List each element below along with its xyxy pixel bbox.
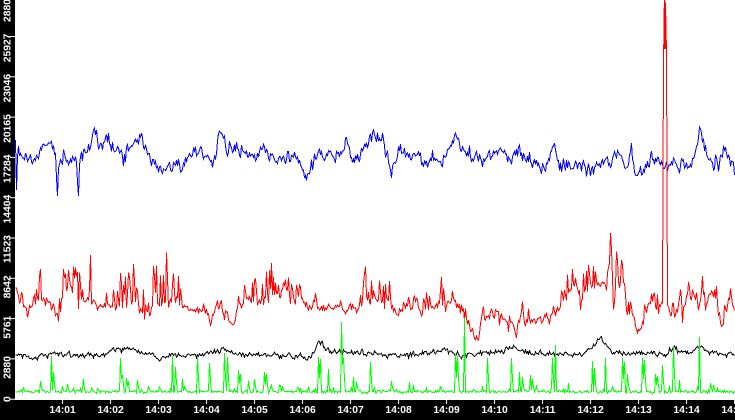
svg-text:14:12: 14:12 — [577, 405, 604, 415]
svg-text:14:08: 14:08 — [385, 405, 412, 415]
svg-text:14:13: 14:13 — [625, 405, 652, 415]
svg-text:23046: 23046 — [3, 74, 14, 103]
svg-text:14:05: 14:05 — [241, 405, 268, 415]
svg-text:25927: 25927 — [3, 33, 14, 62]
svg-text:14:04: 14:04 — [193, 405, 220, 415]
svg-text:14:07: 14:07 — [337, 405, 364, 415]
svg-text:14404: 14404 — [3, 195, 14, 224]
svg-text:14:03: 14:03 — [145, 405, 172, 415]
svg-text:28808: 28808 — [3, 0, 14, 22]
svg-text:5761: 5761 — [3, 315, 14, 338]
svg-text:14:09: 14:09 — [433, 405, 460, 415]
svg-text:14:14: 14:14 — [673, 405, 700, 415]
svg-text:17284: 17284 — [3, 154, 14, 183]
svg-text:14:02: 14:02 — [97, 405, 124, 415]
svg-text:14:11: 14:11 — [530, 405, 556, 415]
svg-text:8642: 8642 — [3, 275, 14, 298]
svg-text:11523: 11523 — [3, 235, 14, 263]
svg-text:14:10: 14:10 — [481, 405, 508, 415]
svg-text:14:01: 14:01 — [49, 405, 76, 415]
svg-text:0: 0 — [3, 396, 14, 402]
svg-text:2880: 2880 — [3, 356, 14, 379]
svg-text:14:15: 14:15 — [721, 405, 735, 415]
svg-text:20165: 20165 — [3, 114, 14, 143]
svg-text:14:06: 14:06 — [289, 405, 316, 415]
